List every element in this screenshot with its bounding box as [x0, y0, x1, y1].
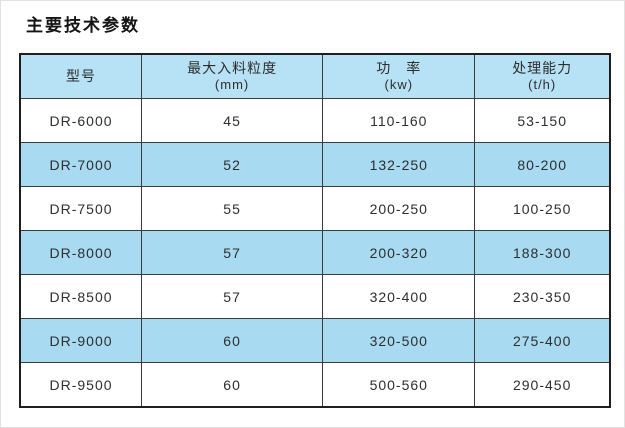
table-row: DR-6000 45 110-160 53-150 [19, 98, 611, 143]
power-cell: 200-320 [322, 230, 476, 275]
header-capacity-unit: (t/h) [528, 77, 557, 93]
table-row: DR-7000 52 132-250 80-200 [19, 142, 611, 187]
capacity-cell: 230-350 [474, 274, 611, 319]
header-row: 型号 最大入料粒度 (mm) 功 率 (kw) 处理能力 (t/h) [19, 53, 611, 99]
max-feed-size-cell: 57 [141, 274, 324, 319]
capacity-cell: 275-400 [474, 318, 611, 363]
header-power-label: 功 率 [376, 59, 422, 76]
capacity-cell: 80-200 [474, 142, 611, 187]
model-cell: DR-6000 [19, 98, 143, 143]
model-cell: DR-8500 [19, 274, 143, 319]
table-row: DR-7500 55 200-250 100-250 [19, 186, 611, 231]
max-feed-size-cell: 60 [141, 362, 324, 408]
table-row: DR-8500 57 320-400 230-350 [19, 274, 611, 319]
table-header: 型号 最大入料粒度 (mm) 功 率 (kw) 处理能力 (t/h) [19, 53, 611, 99]
header-capacity: 处理能力 (t/h) [474, 53, 611, 99]
model-cell: DR-7500 [19, 186, 143, 231]
max-feed-size-cell: 52 [141, 142, 324, 187]
header-power-unit: (kw) [384, 77, 414, 93]
capacity-cell: 290-450 [474, 362, 611, 408]
model-cell: DR-7000 [19, 142, 143, 187]
table-row: DR-9000 60 320-500 275-400 [19, 318, 611, 363]
power-cell: 500-560 [322, 362, 476, 408]
max-feed-size-cell: 45 [141, 98, 324, 143]
table-row: DR-8000 57 200-320 188-300 [19, 230, 611, 275]
model-cell: DR-9500 [19, 362, 143, 408]
page-title: 主要技术参数 [26, 16, 140, 35]
capacity-cell: 53-150 [474, 98, 611, 143]
power-cell: 320-400 [322, 274, 476, 319]
max-feed-size-cell: 57 [141, 230, 324, 275]
power-cell: 200-250 [322, 186, 476, 231]
header-max-feed-size-label: 最大入料粒度 [187, 59, 278, 76]
header-power: 功 率 (kw) [322, 53, 476, 99]
power-cell: 132-250 [322, 142, 476, 187]
header-capacity-label: 处理能力 [512, 59, 573, 76]
table-row: DR-9500 60 500-560 290-450 [19, 362, 611, 408]
capacity-cell: 188-300 [474, 230, 611, 275]
table-body: DR-6000 45 110-160 53-150 DR-7000 52 132-250 80… [19, 98, 611, 408]
capacity-cell: 100-250 [474, 186, 611, 231]
model-cell: DR-9000 [19, 318, 143, 363]
technical-parameters-table: 型号 最大入料粒度 (mm) 功 率 (kw) 处理能力 (t/h) DR-60… [19, 53, 611, 408]
model-cell: DR-8000 [19, 230, 143, 275]
header-max-feed-size-unit: (mm) [214, 77, 250, 93]
power-cell: 320-500 [322, 318, 476, 363]
header-model: 型号 [19, 53, 143, 99]
max-feed-size-cell: 60 [141, 318, 324, 363]
header-model-label: 型号 [66, 67, 97, 84]
max-feed-size-cell: 55 [141, 186, 324, 231]
power-cell: 110-160 [322, 98, 476, 143]
header-max-feed-size: 最大入料粒度 (mm) [141, 53, 324, 99]
